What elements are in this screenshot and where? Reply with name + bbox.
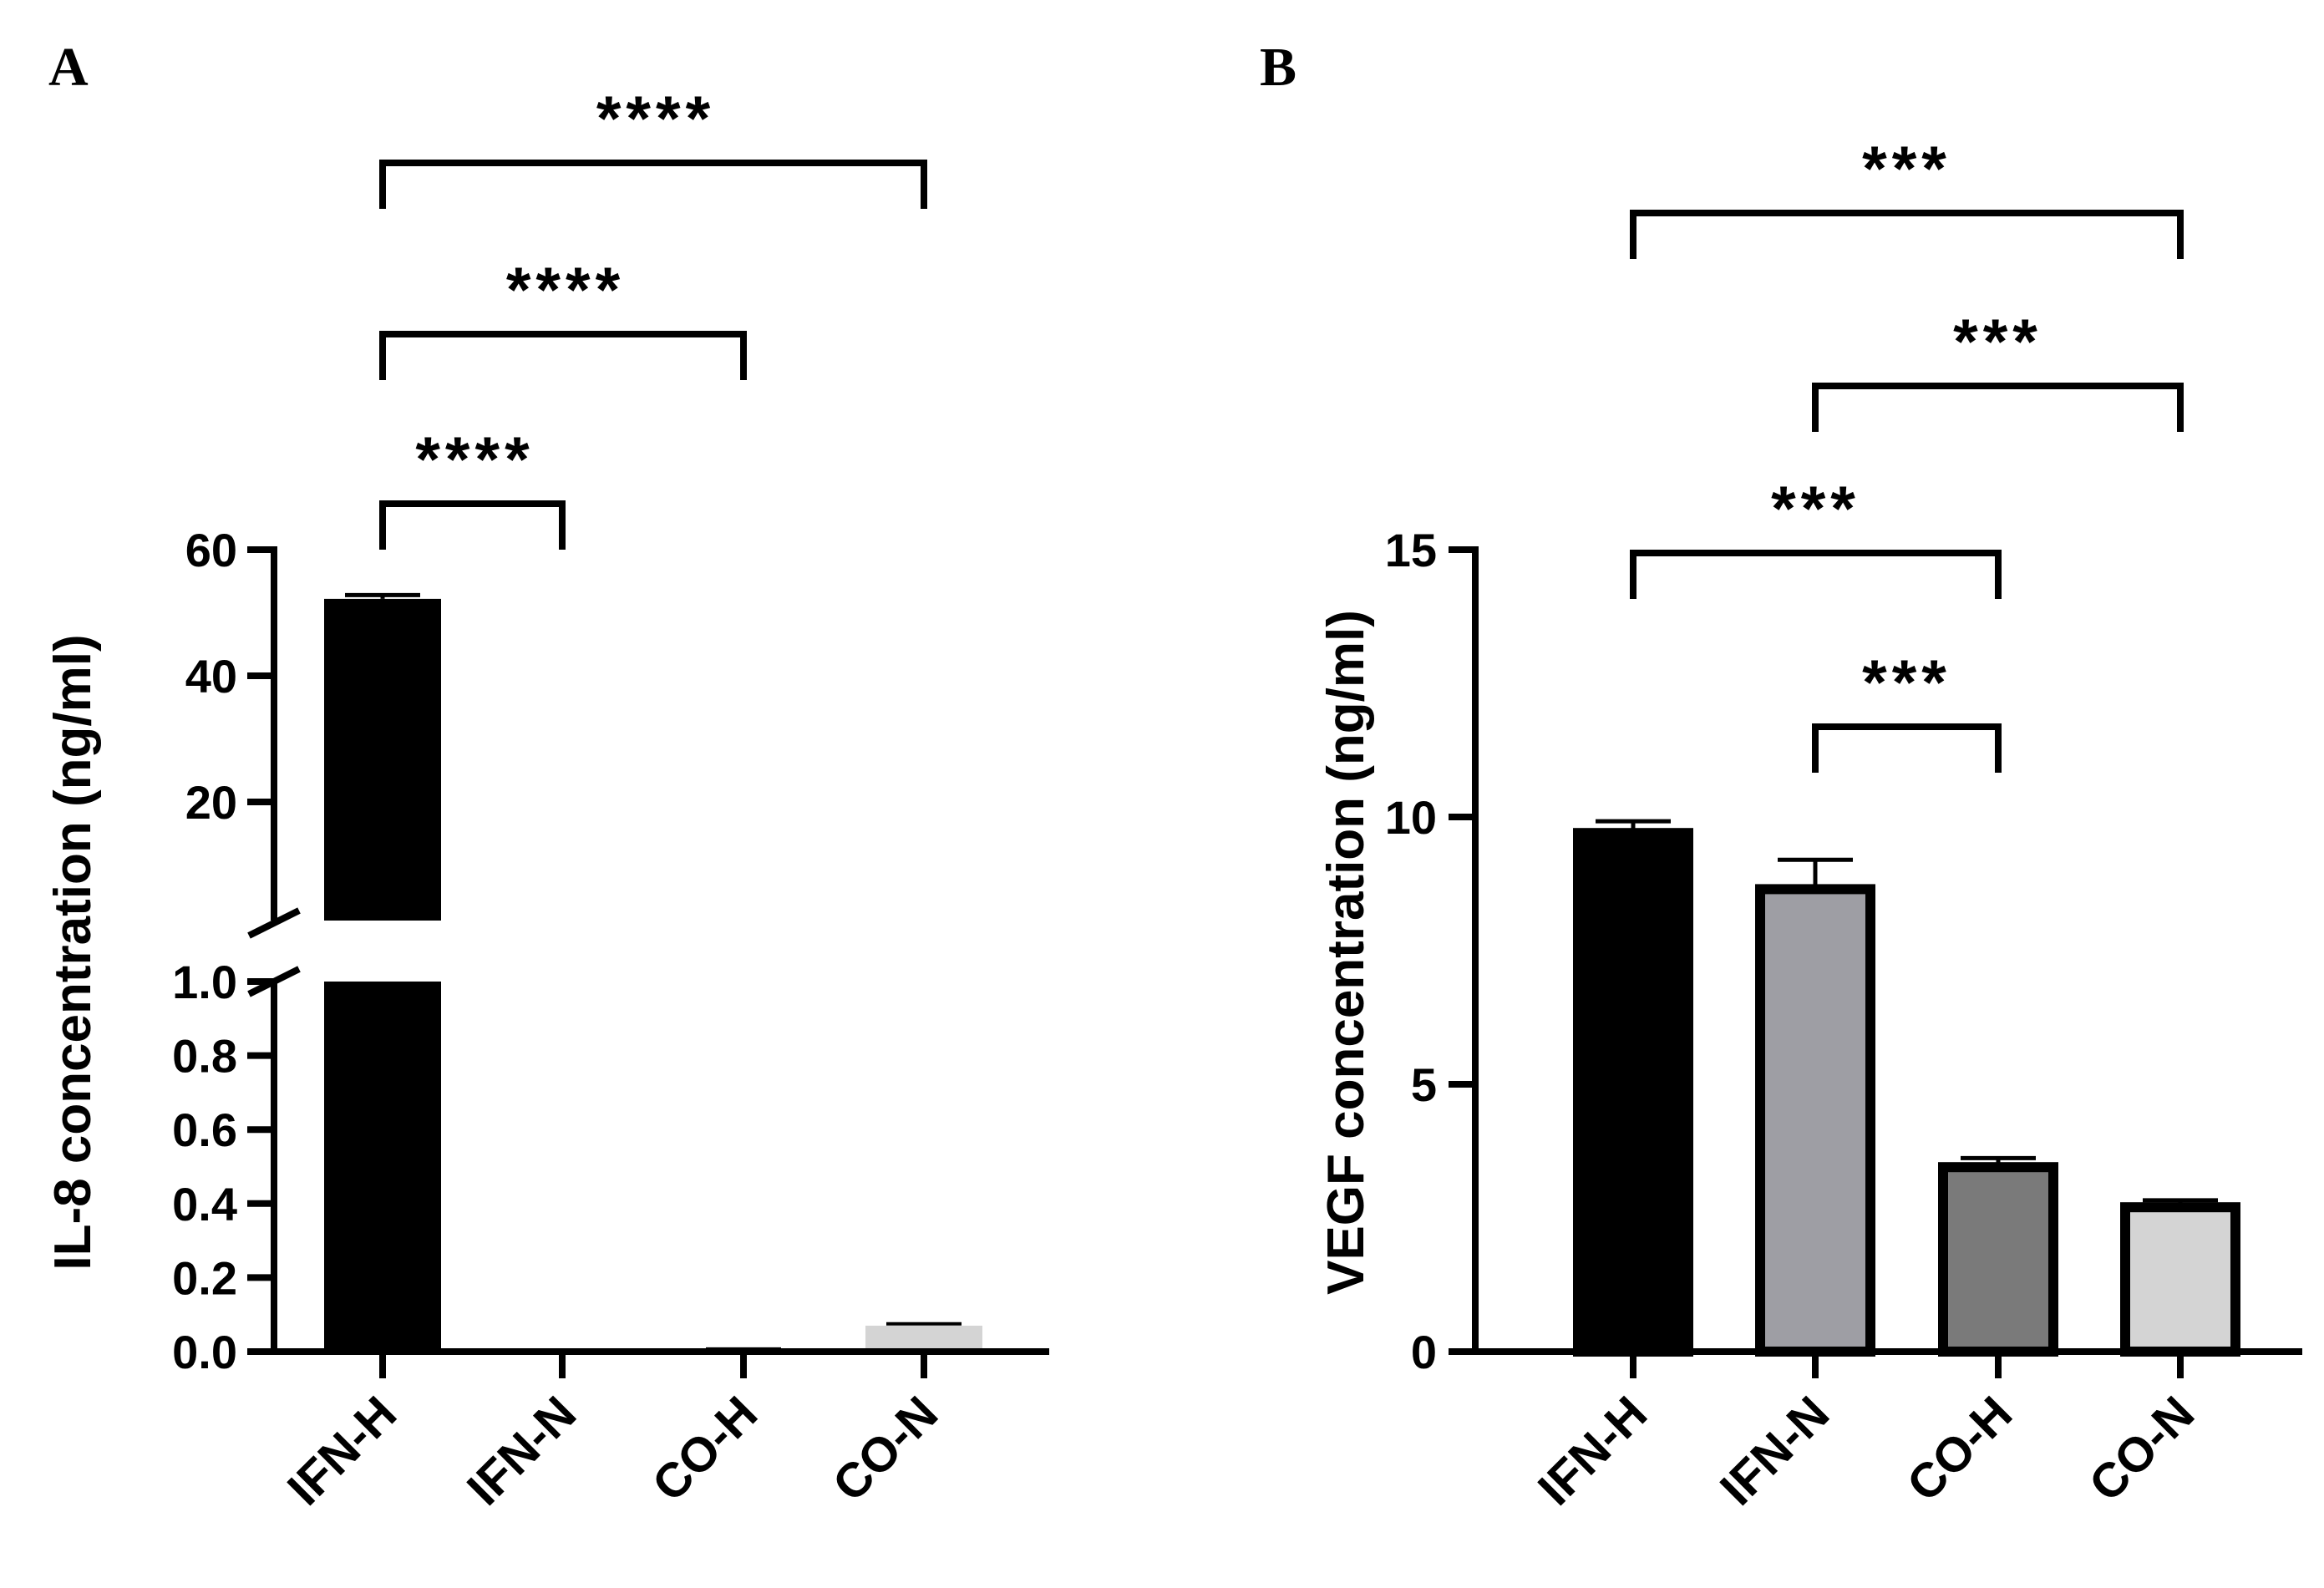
panel-a: A IL-8 concentration (ng/ml) 0.00.20.40.…	[44, 37, 1049, 1516]
panel-a-bars	[324, 592, 982, 1352]
panel-b-bar-ifn-h	[1573, 828, 1693, 1357]
panel-a-y-tick-label: 0.8	[172, 1030, 237, 1083]
panel-a-y-tick-label: 0.4	[172, 1178, 237, 1230]
panel-b-significance-bracket	[1630, 550, 2002, 599]
panel-b-letter: B	[1260, 37, 1296, 98]
panel-a-significance-label: ****	[415, 424, 534, 495]
panel-a-y-tick-label: 60	[185, 524, 237, 576]
panel-a-y-tick-label: 0.2	[172, 1251, 237, 1304]
panel-a-bar-co-n	[865, 1325, 982, 1352]
panel-a-y-tick-label: 40	[185, 650, 237, 703]
panel-b-significance-bracket	[1812, 383, 2184, 432]
panel-b-y-axis-title: VEGF concentration (ng/ml)	[1317, 610, 1375, 1295]
panel-a-axes: 0.0 0.2 0.4 0.6 0.8 1.0 20 40 60 IFN-H IFN-N CO-H CO…	[172, 524, 1049, 1516]
panel-a-x-tick-label-ifn-h: IFN-H	[277, 1386, 407, 1515]
panel-a-x-tick-label-co-n: CO-N	[822, 1386, 948, 1512]
panel-b-x-tick-label-co-n: CO-N	[2078, 1386, 2205, 1512]
panel-a-x-tick-label-ifn-n: IFN-N	[457, 1386, 586, 1515]
panel-b: B VEGF concentration (ng/ml) 0 5 10 15 IFN-H…	[1260, 37, 2302, 1516]
panel-a-y-tick-label: 20	[185, 776, 237, 829]
panel-a-significance-label: ****	[596, 84, 715, 155]
panel-b-significance-bracket	[1812, 723, 2002, 773]
panel-a-significance: **** **** ****	[379, 84, 927, 550]
panel-a-significance-label: ****	[506, 255, 625, 326]
panel-b-y-tick-label: 10	[1385, 791, 1437, 844]
panel-a-y-tick-label: 1.0	[172, 956, 237, 1008]
panel-a-y-tick-label: 0.0	[172, 1326, 237, 1378]
panel-b-significance-bracket	[1630, 210, 2184, 259]
panel-a-y-axis-title: IL-8 concentration (ng/ml)	[44, 634, 102, 1270]
panel-b-y-tick-label: 0	[1411, 1326, 1437, 1378]
panel-a-axis-break-mark-upper	[247, 907, 301, 939]
panel-a-bar-ifn-h-upper	[324, 598, 441, 921]
panel-b-bar-co-n	[2120, 1202, 2240, 1357]
panel-b-significance-label: ***	[1771, 474, 1860, 545]
panel-a-letter: A	[48, 37, 89, 98]
panel-b-significance: *** *** *** ***	[1630, 134, 2184, 773]
panel-b-x-tick-label-ifn-h: IFN-H	[1528, 1386, 1657, 1515]
panel-a-bar-ifn-h-lower	[324, 982, 441, 1352]
panel-b-bars	[1573, 819, 2240, 1357]
panel-a-significance-bracket	[379, 160, 927, 209]
panel-b-y-tick-label: 5	[1411, 1058, 1437, 1111]
panel-a-y-tick-label: 0.6	[172, 1103, 237, 1156]
panel-b-bar-ifn-n	[1755, 884, 1875, 1357]
panel-b-x-tick-label-ifn-n: IFN-N	[1710, 1386, 1839, 1515]
panel-b-bar-co-h	[1938, 1162, 2058, 1357]
panel-b-significance-label: ***	[1953, 307, 2042, 378]
panel-b-x-tick-label-co-h: CO-H	[1896, 1386, 2022, 1512]
panel-b-significance-label: ***	[1862, 134, 1951, 205]
panel-b-significance-label: ***	[1862, 647, 1951, 718]
panel-a-x-tick-label-co-h: CO-H	[642, 1386, 768, 1512]
panel-a-significance-bracket	[379, 331, 747, 380]
panel-a-significance-bracket	[379, 500, 566, 550]
panel-b-y-tick-label: 15	[1385, 524, 1437, 576]
